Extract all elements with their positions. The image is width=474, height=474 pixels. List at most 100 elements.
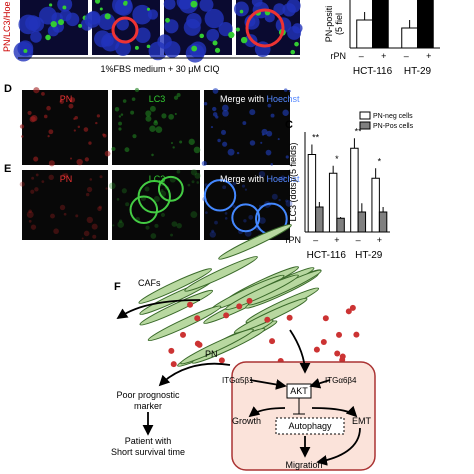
x-tick-label: – bbox=[356, 235, 361, 245]
x-tick-label: – bbox=[313, 235, 318, 245]
speck bbox=[151, 153, 154, 157]
pn-dot bbox=[218, 357, 225, 364]
arrow bbox=[309, 378, 331, 389]
speck bbox=[19, 124, 25, 129]
speck bbox=[53, 228, 59, 235]
micrograph bbox=[112, 90, 200, 165]
cell bbox=[30, 31, 42, 43]
speck bbox=[171, 221, 178, 227]
speck bbox=[59, 99, 65, 104]
speck bbox=[46, 105, 51, 111]
node: Autophagy bbox=[288, 421, 332, 431]
cell bbox=[98, 13, 116, 31]
pn-dot bbox=[269, 338, 276, 345]
dot bbox=[290, 49, 296, 55]
y-label: PN-positi bbox=[324, 6, 334, 43]
bar bbox=[336, 217, 345, 233]
node: EMT bbox=[352, 416, 372, 426]
speck bbox=[48, 174, 54, 181]
speck bbox=[27, 110, 32, 115]
speck bbox=[191, 180, 195, 184]
node: ITGα6β4 bbox=[325, 376, 357, 385]
speck bbox=[145, 115, 152, 122]
speck bbox=[244, 188, 248, 191]
cell bbox=[65, 12, 80, 27]
speck bbox=[161, 113, 167, 119]
cell bbox=[135, 27, 151, 43]
caf bbox=[225, 274, 299, 311]
gland bbox=[129, 195, 159, 225]
speck bbox=[47, 135, 50, 138]
dot bbox=[134, 45, 139, 50]
speck bbox=[224, 212, 228, 215]
speck bbox=[120, 113, 124, 116]
stain: Merge with Hoechst bbox=[220, 94, 300, 104]
bar bbox=[307, 154, 317, 233]
dot bbox=[190, 0, 198, 8]
cell bbox=[115, 40, 131, 56]
arrow bbox=[116, 299, 201, 319]
speck bbox=[215, 115, 219, 119]
speck bbox=[266, 130, 273, 137]
pn-dot bbox=[246, 297, 253, 304]
speck bbox=[48, 129, 54, 135]
speck bbox=[214, 220, 218, 225]
speck bbox=[149, 125, 156, 132]
speck bbox=[249, 140, 256, 146]
speck bbox=[132, 134, 137, 139]
speck bbox=[279, 175, 286, 181]
dot bbox=[235, 27, 240, 32]
speck bbox=[117, 221, 125, 228]
pn-dot bbox=[313, 346, 320, 353]
cell bbox=[84, 11, 101, 28]
speck bbox=[112, 224, 115, 227]
dot bbox=[214, 47, 221, 53]
speck bbox=[170, 233, 174, 237]
bar bbox=[350, 147, 359, 233]
dot bbox=[165, 17, 170, 23]
speck bbox=[285, 155, 289, 159]
dot bbox=[229, 34, 234, 39]
cell bbox=[176, 0, 193, 10]
node: Poor prognostic bbox=[116, 390, 180, 400]
speck bbox=[105, 187, 108, 190]
speck bbox=[168, 113, 174, 120]
pn-dot bbox=[345, 308, 352, 315]
speck bbox=[75, 214, 79, 218]
speck bbox=[241, 184, 246, 188]
y-label: LC3 (dots)/(5 fields) bbox=[288, 142, 298, 221]
dot bbox=[94, 0, 101, 4]
gland bbox=[231, 203, 261, 233]
speck bbox=[83, 230, 90, 237]
speck bbox=[243, 219, 247, 223]
x-tick-label: + bbox=[377, 235, 382, 245]
speck bbox=[232, 181, 236, 186]
group-label: HCT-116 bbox=[353, 66, 393, 77]
speck bbox=[48, 160, 55, 167]
speck bbox=[285, 200, 293, 207]
speck bbox=[201, 160, 207, 166]
significance: * bbox=[378, 156, 382, 166]
speck bbox=[227, 148, 235, 156]
speck bbox=[86, 186, 93, 193]
x-tick-label: + bbox=[334, 235, 339, 245]
speck bbox=[278, 198, 281, 202]
speck bbox=[249, 109, 256, 116]
speck bbox=[31, 176, 35, 180]
cell bbox=[206, 28, 220, 42]
cell bbox=[147, 9, 159, 20]
cell bbox=[218, 21, 233, 37]
dot bbox=[191, 45, 198, 52]
arrow bbox=[311, 405, 358, 418]
caf bbox=[139, 289, 214, 326]
speck bbox=[33, 87, 40, 94]
speck bbox=[30, 224, 37, 230]
speck bbox=[217, 138, 221, 143]
cell bbox=[199, 0, 214, 12]
speck bbox=[30, 189, 35, 194]
legend-label: PN-neg cells bbox=[373, 113, 413, 120]
speck bbox=[50, 213, 55, 219]
speck bbox=[176, 93, 181, 97]
speck bbox=[220, 129, 227, 135]
speck bbox=[83, 127, 89, 132]
